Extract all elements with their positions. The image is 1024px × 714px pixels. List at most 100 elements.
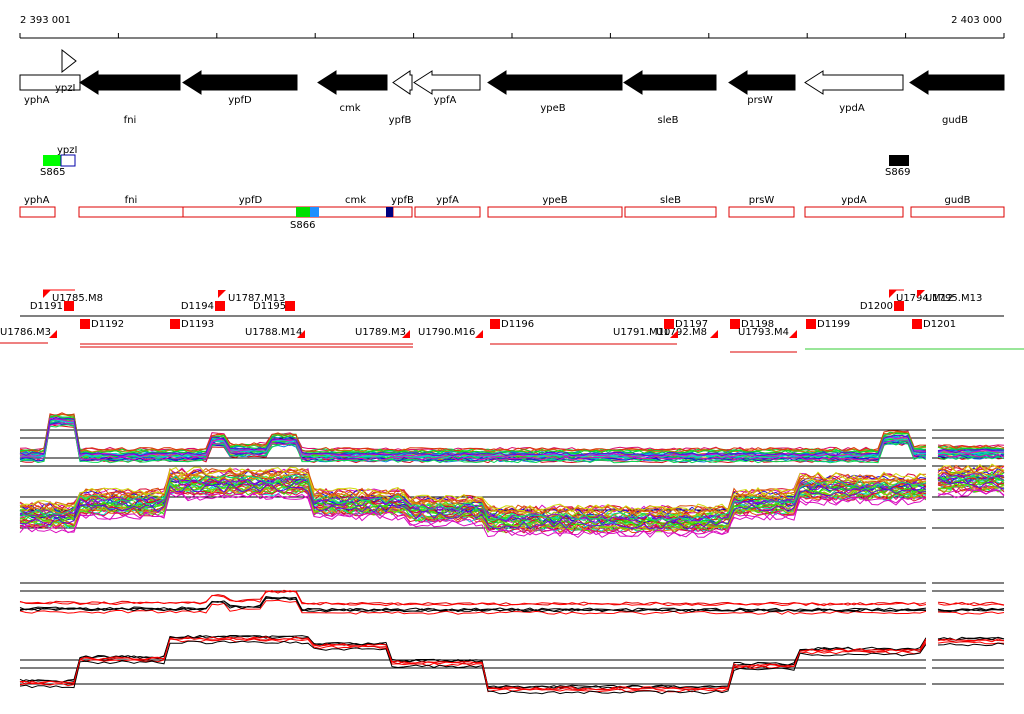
region-box bbox=[392, 206, 413, 218]
signal-label: S865 bbox=[40, 167, 65, 178]
region-label: cmk bbox=[345, 195, 366, 206]
feature-square bbox=[806, 319, 816, 329]
gene-label: ypfA bbox=[434, 95, 457, 106]
region-label: ypfB bbox=[391, 195, 414, 206]
trace bbox=[937, 608, 1005, 613]
trace bbox=[19, 413, 927, 452]
feature-flag bbox=[670, 330, 678, 338]
trace bbox=[19, 484, 927, 530]
trace bbox=[937, 448, 1005, 454]
gene-arrow bbox=[804, 70, 904, 95]
gene-arrow bbox=[79, 70, 181, 95]
signal-box bbox=[889, 155, 909, 166]
region-box bbox=[487, 206, 623, 218]
region-box bbox=[19, 206, 56, 218]
region-label: sleB bbox=[660, 195, 681, 206]
trace bbox=[19, 413, 927, 453]
gene-arrow bbox=[623, 70, 717, 95]
region-label: prsW bbox=[749, 195, 775, 206]
trace bbox=[937, 464, 1005, 474]
ruler-start: 2 393 001 bbox=[20, 15, 71, 26]
gene-arrow bbox=[392, 70, 413, 95]
region-mark bbox=[310, 207, 319, 217]
region-box bbox=[624, 206, 717, 218]
trace bbox=[19, 468, 927, 514]
trace bbox=[19, 640, 927, 695]
gene-arrow bbox=[487, 70, 623, 95]
signal-label: S869 bbox=[885, 167, 910, 178]
trace bbox=[937, 489, 1005, 499]
trace bbox=[937, 489, 1005, 497]
gene-arrow bbox=[413, 70, 481, 95]
trace bbox=[937, 453, 1005, 458]
region-box bbox=[910, 206, 1005, 218]
feature-flag bbox=[43, 290, 51, 298]
feature-label: D1194 bbox=[181, 301, 214, 312]
gene-label: cmk bbox=[339, 103, 360, 114]
trace bbox=[937, 480, 1005, 490]
trace bbox=[937, 456, 1005, 461]
gene-label: sleB bbox=[657, 115, 678, 126]
gene-label: ypzI bbox=[55, 83, 75, 94]
region-label: ypeB bbox=[542, 195, 567, 206]
trace bbox=[937, 611, 1005, 615]
feature-label: U1786.M3 bbox=[0, 327, 51, 338]
signal-box bbox=[60, 154, 76, 167]
gene-label: gudB bbox=[942, 115, 968, 126]
feature-label: D1193 bbox=[181, 319, 214, 330]
feature-square bbox=[894, 301, 904, 311]
region-box bbox=[317, 206, 394, 218]
feature-square bbox=[170, 319, 180, 329]
trace bbox=[19, 422, 927, 462]
feature-label: D1197 bbox=[675, 319, 708, 330]
trace bbox=[937, 602, 1005, 607]
trace bbox=[19, 635, 927, 689]
gene-label: ypfB bbox=[389, 115, 412, 126]
trace bbox=[19, 414, 927, 455]
feature-label: D1191 bbox=[30, 301, 63, 312]
trace bbox=[937, 463, 1005, 473]
gene-label: fni bbox=[124, 115, 137, 126]
trace bbox=[19, 474, 927, 521]
region-label: ypfA bbox=[436, 195, 459, 206]
trace bbox=[19, 424, 927, 464]
gene-label: ypfD bbox=[228, 95, 252, 106]
gene-label: yphA bbox=[24, 95, 50, 106]
feature-flag bbox=[402, 330, 410, 338]
trace bbox=[937, 449, 1005, 454]
gene-label: ypdA bbox=[839, 103, 865, 114]
feature-square bbox=[64, 301, 74, 311]
gene-label: ypeB bbox=[540, 103, 565, 114]
expression-traces bbox=[19, 400, 1005, 700]
trace bbox=[937, 481, 1005, 489]
region-label: ypfD bbox=[239, 195, 263, 206]
region-mark bbox=[296, 207, 310, 217]
trace bbox=[19, 422, 927, 461]
signal-label: ypzI bbox=[57, 145, 77, 156]
trace bbox=[19, 416, 927, 457]
feature-label: D1199 bbox=[817, 319, 850, 330]
feature-flag bbox=[710, 330, 718, 338]
feature-flag bbox=[49, 330, 57, 338]
feature-square bbox=[80, 319, 90, 329]
trace bbox=[937, 642, 1005, 647]
feature-flag bbox=[218, 290, 226, 298]
feature-label: D1201 bbox=[923, 319, 956, 330]
trace bbox=[937, 473, 1005, 480]
region-box bbox=[78, 206, 184, 218]
region-mark-label: S866 bbox=[290, 220, 315, 231]
feature-square bbox=[490, 319, 500, 329]
region-box bbox=[728, 206, 795, 218]
signal-box bbox=[43, 155, 61, 166]
feature-label: U1795.M13 bbox=[925, 293, 982, 304]
feature-label: D1195 bbox=[253, 301, 286, 312]
trace bbox=[19, 599, 927, 615]
feature-label: U1785.M8 bbox=[52, 293, 103, 304]
trace bbox=[19, 470, 927, 517]
feature-label: D1192 bbox=[91, 319, 124, 330]
trace bbox=[19, 596, 927, 613]
trace bbox=[937, 638, 1005, 643]
feature-square bbox=[730, 319, 740, 329]
trace bbox=[19, 491, 927, 538]
feature-square bbox=[215, 301, 225, 311]
